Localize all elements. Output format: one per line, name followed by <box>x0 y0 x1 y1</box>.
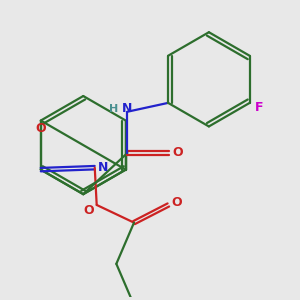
Text: O: O <box>172 146 183 159</box>
Text: N: N <box>98 161 108 174</box>
Text: H: H <box>109 104 118 114</box>
Text: O: O <box>35 122 46 135</box>
Text: F: F <box>255 101 264 114</box>
Text: N: N <box>122 102 133 115</box>
Text: O: O <box>83 204 94 218</box>
Text: O: O <box>171 196 181 208</box>
